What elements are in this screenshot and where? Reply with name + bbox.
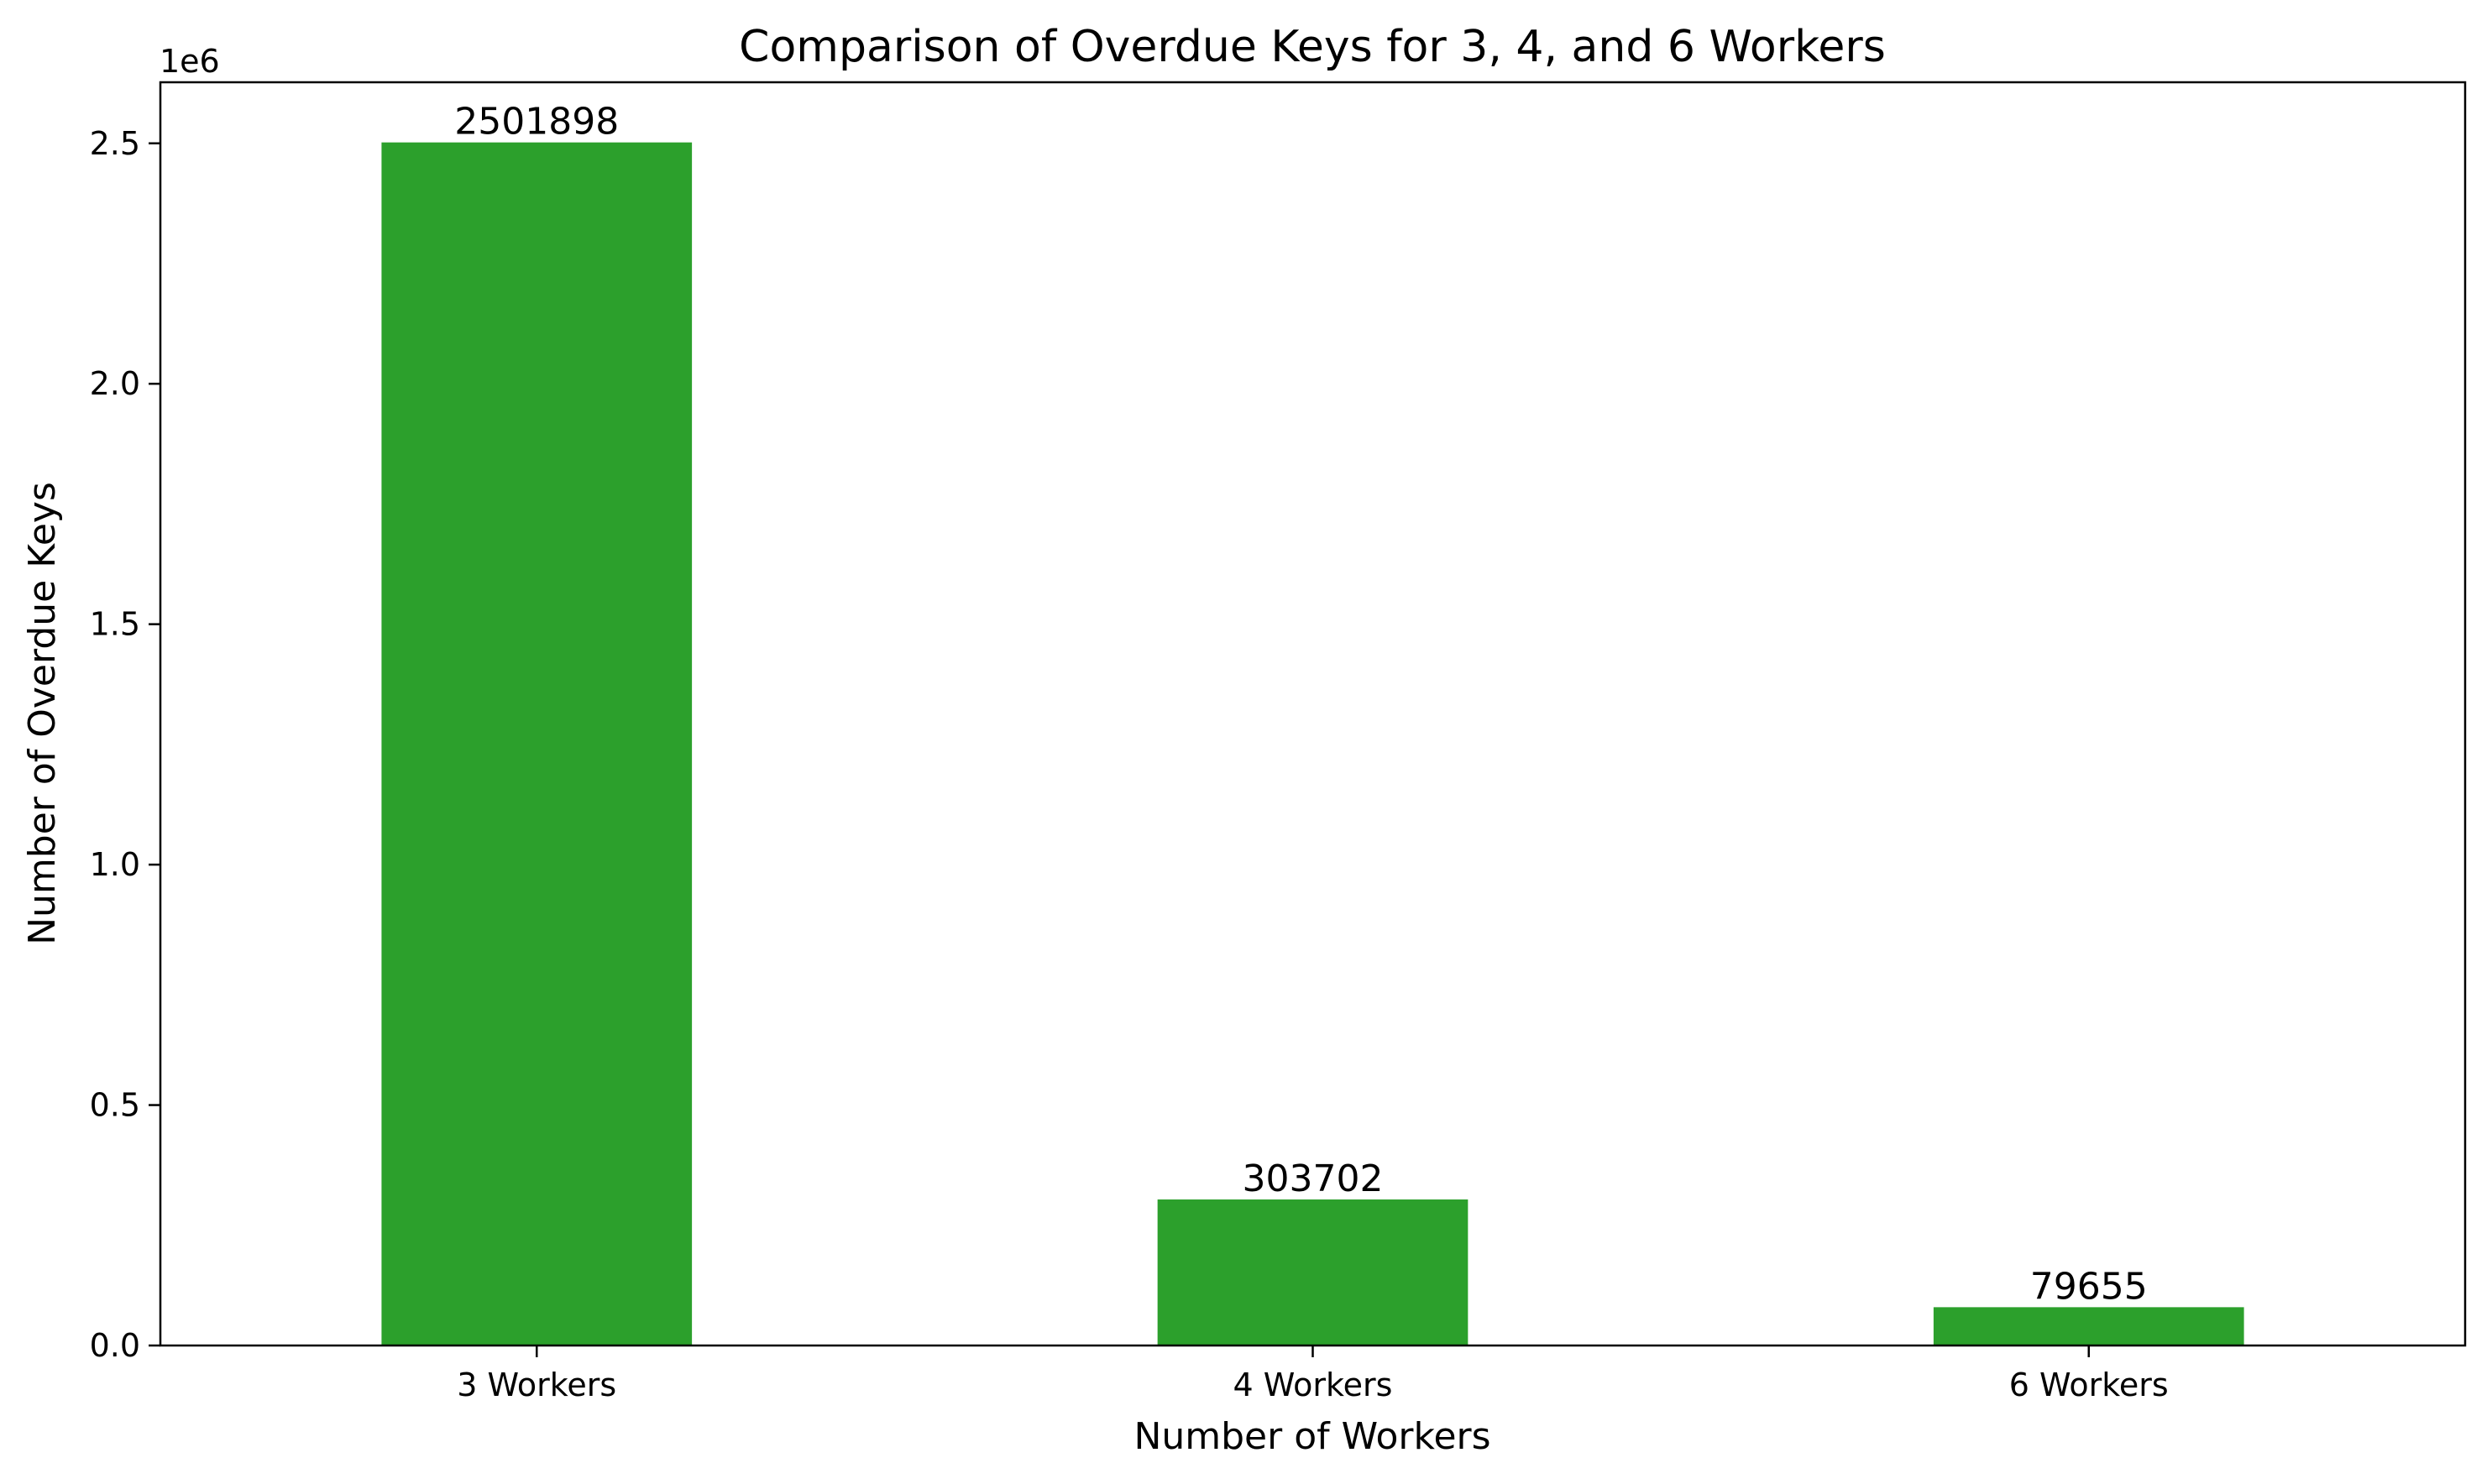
data-label-3: 79655: [2030, 1265, 2148, 1308]
y-tick-label-6: 2.5: [90, 125, 140, 162]
y-axis-offset-text: 1e6: [160, 43, 220, 80]
y-tick-label-2: 0.5: [90, 1087, 140, 1124]
y-axis-ticks: 0.0 0.5 1.0 1.5 2.0 2.5: [90, 125, 160, 1364]
bar-2: [1157, 1199, 1468, 1346]
x-tick-label-1: 3 Workers: [457, 1366, 616, 1403]
chart-title: Comparison of Overdue Keys for 3, 4, and…: [739, 22, 1886, 72]
y-tick-label-5: 2.0: [90, 365, 140, 402]
y-axis-label: Number of Overdue Keys: [21, 482, 64, 945]
data-label-1: 2501898: [454, 101, 619, 144]
x-axis-label: Number of Workers: [1133, 1415, 1490, 1458]
plot-frame: [159, 81, 2467, 1347]
data-label-2: 303702: [1243, 1157, 1384, 1200]
bar-3: [1933, 1307, 2244, 1346]
bar-1: [381, 142, 693, 1346]
x-tick-label-2: 4 Workers: [1233, 1366, 1393, 1403]
y-tick-label-1: 0.0: [90, 1327, 140, 1364]
y-tick-label-3: 1.0: [90, 846, 140, 883]
x-axis-ticks: 3 Workers 4 Workers 6 Workers: [457, 1346, 2169, 1403]
y-tick-label-4: 1.5: [90, 606, 140, 643]
bars-group: [381, 142, 2244, 1346]
x-tick-label-3: 6 Workers: [2009, 1366, 2169, 1403]
data-labels-group: 2501898 303702 79655: [454, 101, 2147, 1309]
